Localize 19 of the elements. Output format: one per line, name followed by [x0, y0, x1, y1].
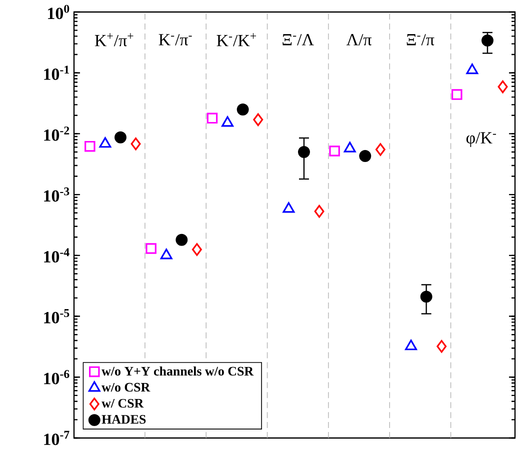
x-tick-label: K$^{-}$/π$^{-}$	[158, 34, 192, 46]
x-tick-label: Λ/π	[346, 34, 372, 46]
x-tick-label: φ/K$^{-}$	[466, 132, 496, 147]
legend-label: w/ CSR	[102, 398, 144, 408]
y-tick-label: 10$^{-3}$	[44, 187, 70, 202]
y-tick-label: 10$^{-2}$	[44, 126, 70, 141]
legend-label: w/o Y+Y channels w/o CSR	[102, 366, 254, 376]
x-tick-label: Ξ$^{-}$/π	[406, 34, 434, 46]
y-tick-label: 10$^{-5}$	[44, 309, 70, 324]
y-tick-label: 10$^{-6}$	[44, 370, 70, 384]
y-tick-label: 10$^{0}$	[48, 4, 70, 20]
y-tick-label: 10$^{-1}$	[44, 66, 69, 80]
x-tick-label: K$^{-}$/K$^{+}$	[216, 33, 256, 46]
y-tick-label: 10$^{-4}$	[44, 248, 70, 263]
legend-label: HADES	[102, 415, 146, 424]
x-tick-label: Ξ$^{-}$/Λ	[282, 34, 314, 46]
x-tick-label: K$^{+}$/π$^{+}$	[94, 33, 134, 46]
legend-label: w/o CSR	[102, 382, 150, 392]
y-tick-label: 10$^{-7}$	[44, 430, 70, 446]
